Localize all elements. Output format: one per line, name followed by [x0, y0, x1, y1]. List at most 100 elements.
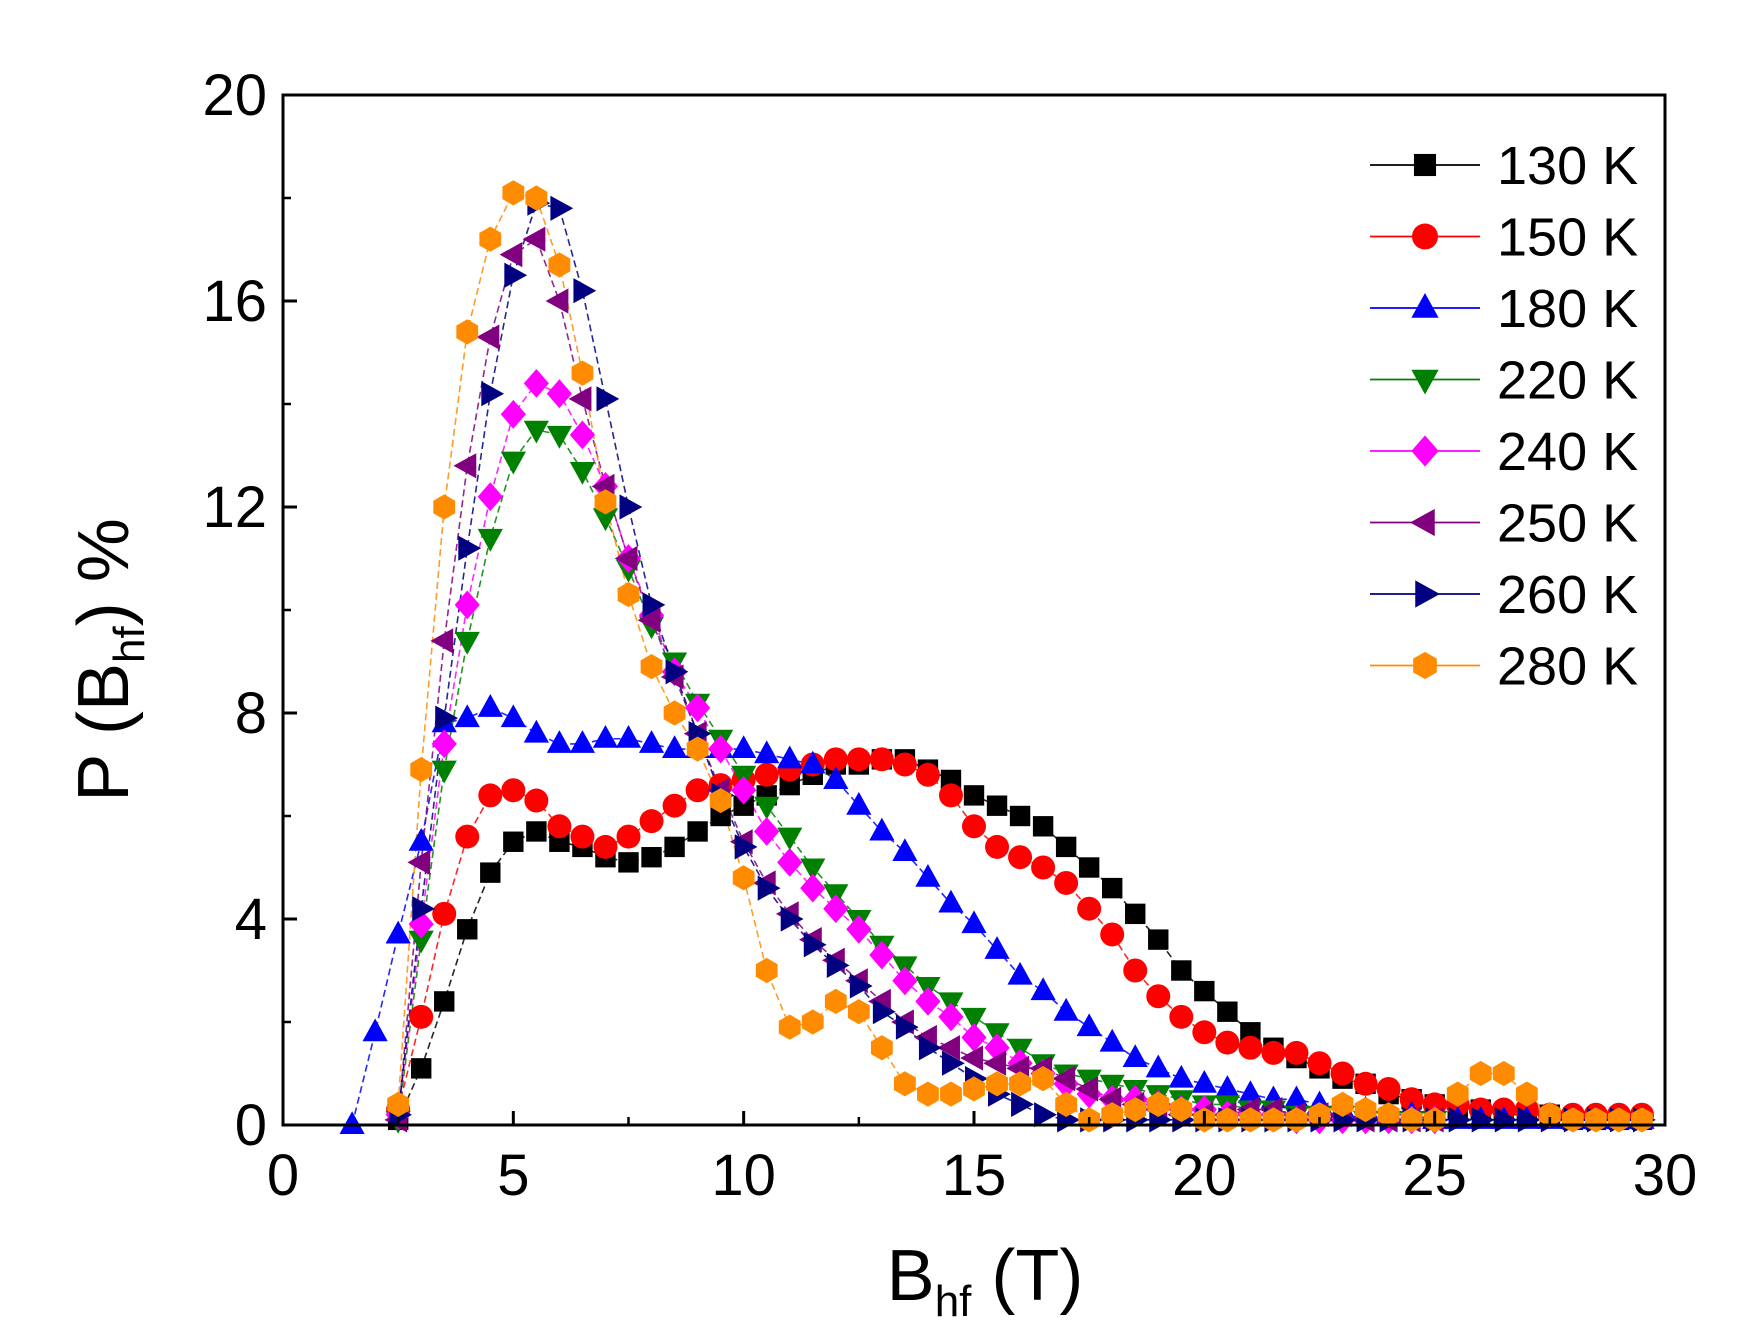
data-point-130k — [526, 821, 547, 842]
data-point-280k — [1147, 1091, 1170, 1117]
data-point-150k — [1261, 1040, 1286, 1065]
x-tick-label: 15 — [942, 1143, 1007, 1208]
data-point-250k — [614, 545, 638, 572]
data-point-280k — [456, 319, 479, 345]
legend-item-220k: 220 K — [1370, 351, 1638, 411]
data-point-150k — [501, 778, 526, 803]
y-tick-label: 0 — [235, 1093, 267, 1158]
data-point-220k — [754, 796, 780, 820]
y-tick-label: 8 — [235, 681, 267, 746]
data-point-250k — [568, 386, 592, 412]
series-250k-markers — [384, 226, 1444, 1133]
data-point-130k — [1217, 1001, 1238, 1022]
x-tick-label: 20 — [1172, 1143, 1237, 1208]
series-260k-markers — [389, 190, 1656, 1133]
data-point-260k — [550, 195, 574, 221]
data-point-280k — [1009, 1071, 1031, 1097]
data-point-240k — [500, 399, 526, 429]
data-point-250k — [522, 226, 546, 252]
data-point-150k — [892, 752, 917, 777]
data-point-260k — [458, 535, 482, 561]
series-280k-markers — [387, 180, 1653, 1133]
data-point-130k — [480, 862, 501, 883]
data-point-220k — [408, 930, 434, 954]
series-250k-line — [397, 237, 1435, 1121]
data-point-280k — [433, 494, 456, 520]
data-point-280k — [847, 999, 870, 1025]
data-point-240k — [961, 1023, 987, 1052]
y-tick-label: 4 — [235, 887, 267, 952]
data-point-240k — [477, 482, 503, 512]
data-point-180k — [500, 704, 526, 728]
data-point-260k — [1034, 1102, 1057, 1128]
data-point-150k — [869, 747, 894, 772]
data-point-280k — [617, 581, 640, 608]
data-point-260k — [642, 592, 666, 618]
x-tick-label: 10 — [711, 1143, 776, 1208]
data-point-250k — [499, 242, 523, 268]
data-point-150k — [639, 809, 664, 834]
legend-item-260k: 260 K — [1370, 565, 1638, 625]
data-point-180k — [408, 827, 434, 851]
series-240k-markers — [385, 369, 1448, 1135]
data-point-150k — [754, 762, 779, 787]
data-point-180k — [454, 704, 480, 728]
legend-item-180k: 180 K — [1370, 279, 1638, 339]
x-axis-label-sub: hf — [935, 1277, 972, 1326]
data-point-130k — [986, 795, 1008, 816]
x-tick-label: 30 — [1633, 1143, 1698, 1208]
data-point-240k — [523, 369, 549, 398]
data-point-240k — [754, 817, 780, 846]
data-point-280k — [1469, 1060, 1492, 1087]
data-point-240k — [408, 909, 434, 939]
data-point-260k — [895, 1014, 919, 1040]
data-point-180k — [385, 920, 411, 944]
data-point-280k — [387, 1091, 410, 1117]
data-point-250k — [430, 628, 454, 654]
data-point-240k — [569, 420, 596, 450]
data-point-280k — [755, 957, 778, 984]
data-point-280k — [502, 180, 525, 206]
data-point-220k — [477, 528, 503, 552]
data-point-220k — [523, 420, 549, 444]
data-point-150k — [1399, 1087, 1424, 1112]
data-point-280k — [870, 1035, 893, 1061]
data-point-180k — [1168, 1064, 1194, 1088]
data-point-280k — [686, 736, 709, 762]
data-point-280k — [410, 757, 433, 783]
data-point-240k — [685, 693, 711, 723]
data-point-280k — [640, 654, 663, 680]
data-point-280k — [1377, 1102, 1400, 1128]
series-240k-line — [397, 382, 1435, 1121]
data-point-130k — [457, 919, 478, 940]
data-point-180k — [1053, 997, 1079, 1021]
data-point-150k — [1008, 845, 1033, 870]
data-point-280k — [525, 185, 548, 211]
data-point-130k — [710, 805, 731, 827]
data-point-150k — [1123, 958, 1148, 983]
data-point-220k — [569, 461, 596, 485]
y-axis-label-main: P (B — [64, 663, 144, 802]
data-point-180k — [1191, 1070, 1217, 1093]
data-point-180k — [615, 724, 642, 748]
data-point-150k — [1353, 1071, 1378, 1096]
data-point-280k — [917, 1081, 939, 1107]
data-point-150k — [662, 793, 687, 818]
data-point-130k — [641, 847, 662, 868]
data-point-180k — [754, 740, 780, 764]
data-point-150k — [1146, 984, 1171, 1009]
data-point-180k — [546, 730, 572, 753]
data-point-260k — [918, 1035, 942, 1061]
data-point-130k — [1125, 903, 1146, 925]
data-point-220k — [592, 508, 619, 532]
legend-label: 220 K — [1497, 351, 1638, 411]
data-point-130k — [618, 852, 639, 873]
data-point-220k — [500, 451, 526, 475]
data-point-150k — [846, 747, 871, 772]
legend-label: 260 K — [1497, 565, 1638, 625]
data-point-130k — [664, 836, 685, 858]
data-point-220k — [777, 827, 803, 851]
data-point-240k — [892, 966, 918, 996]
legend-marker — [1411, 293, 1439, 318]
data-point-220k — [961, 1007, 987, 1031]
